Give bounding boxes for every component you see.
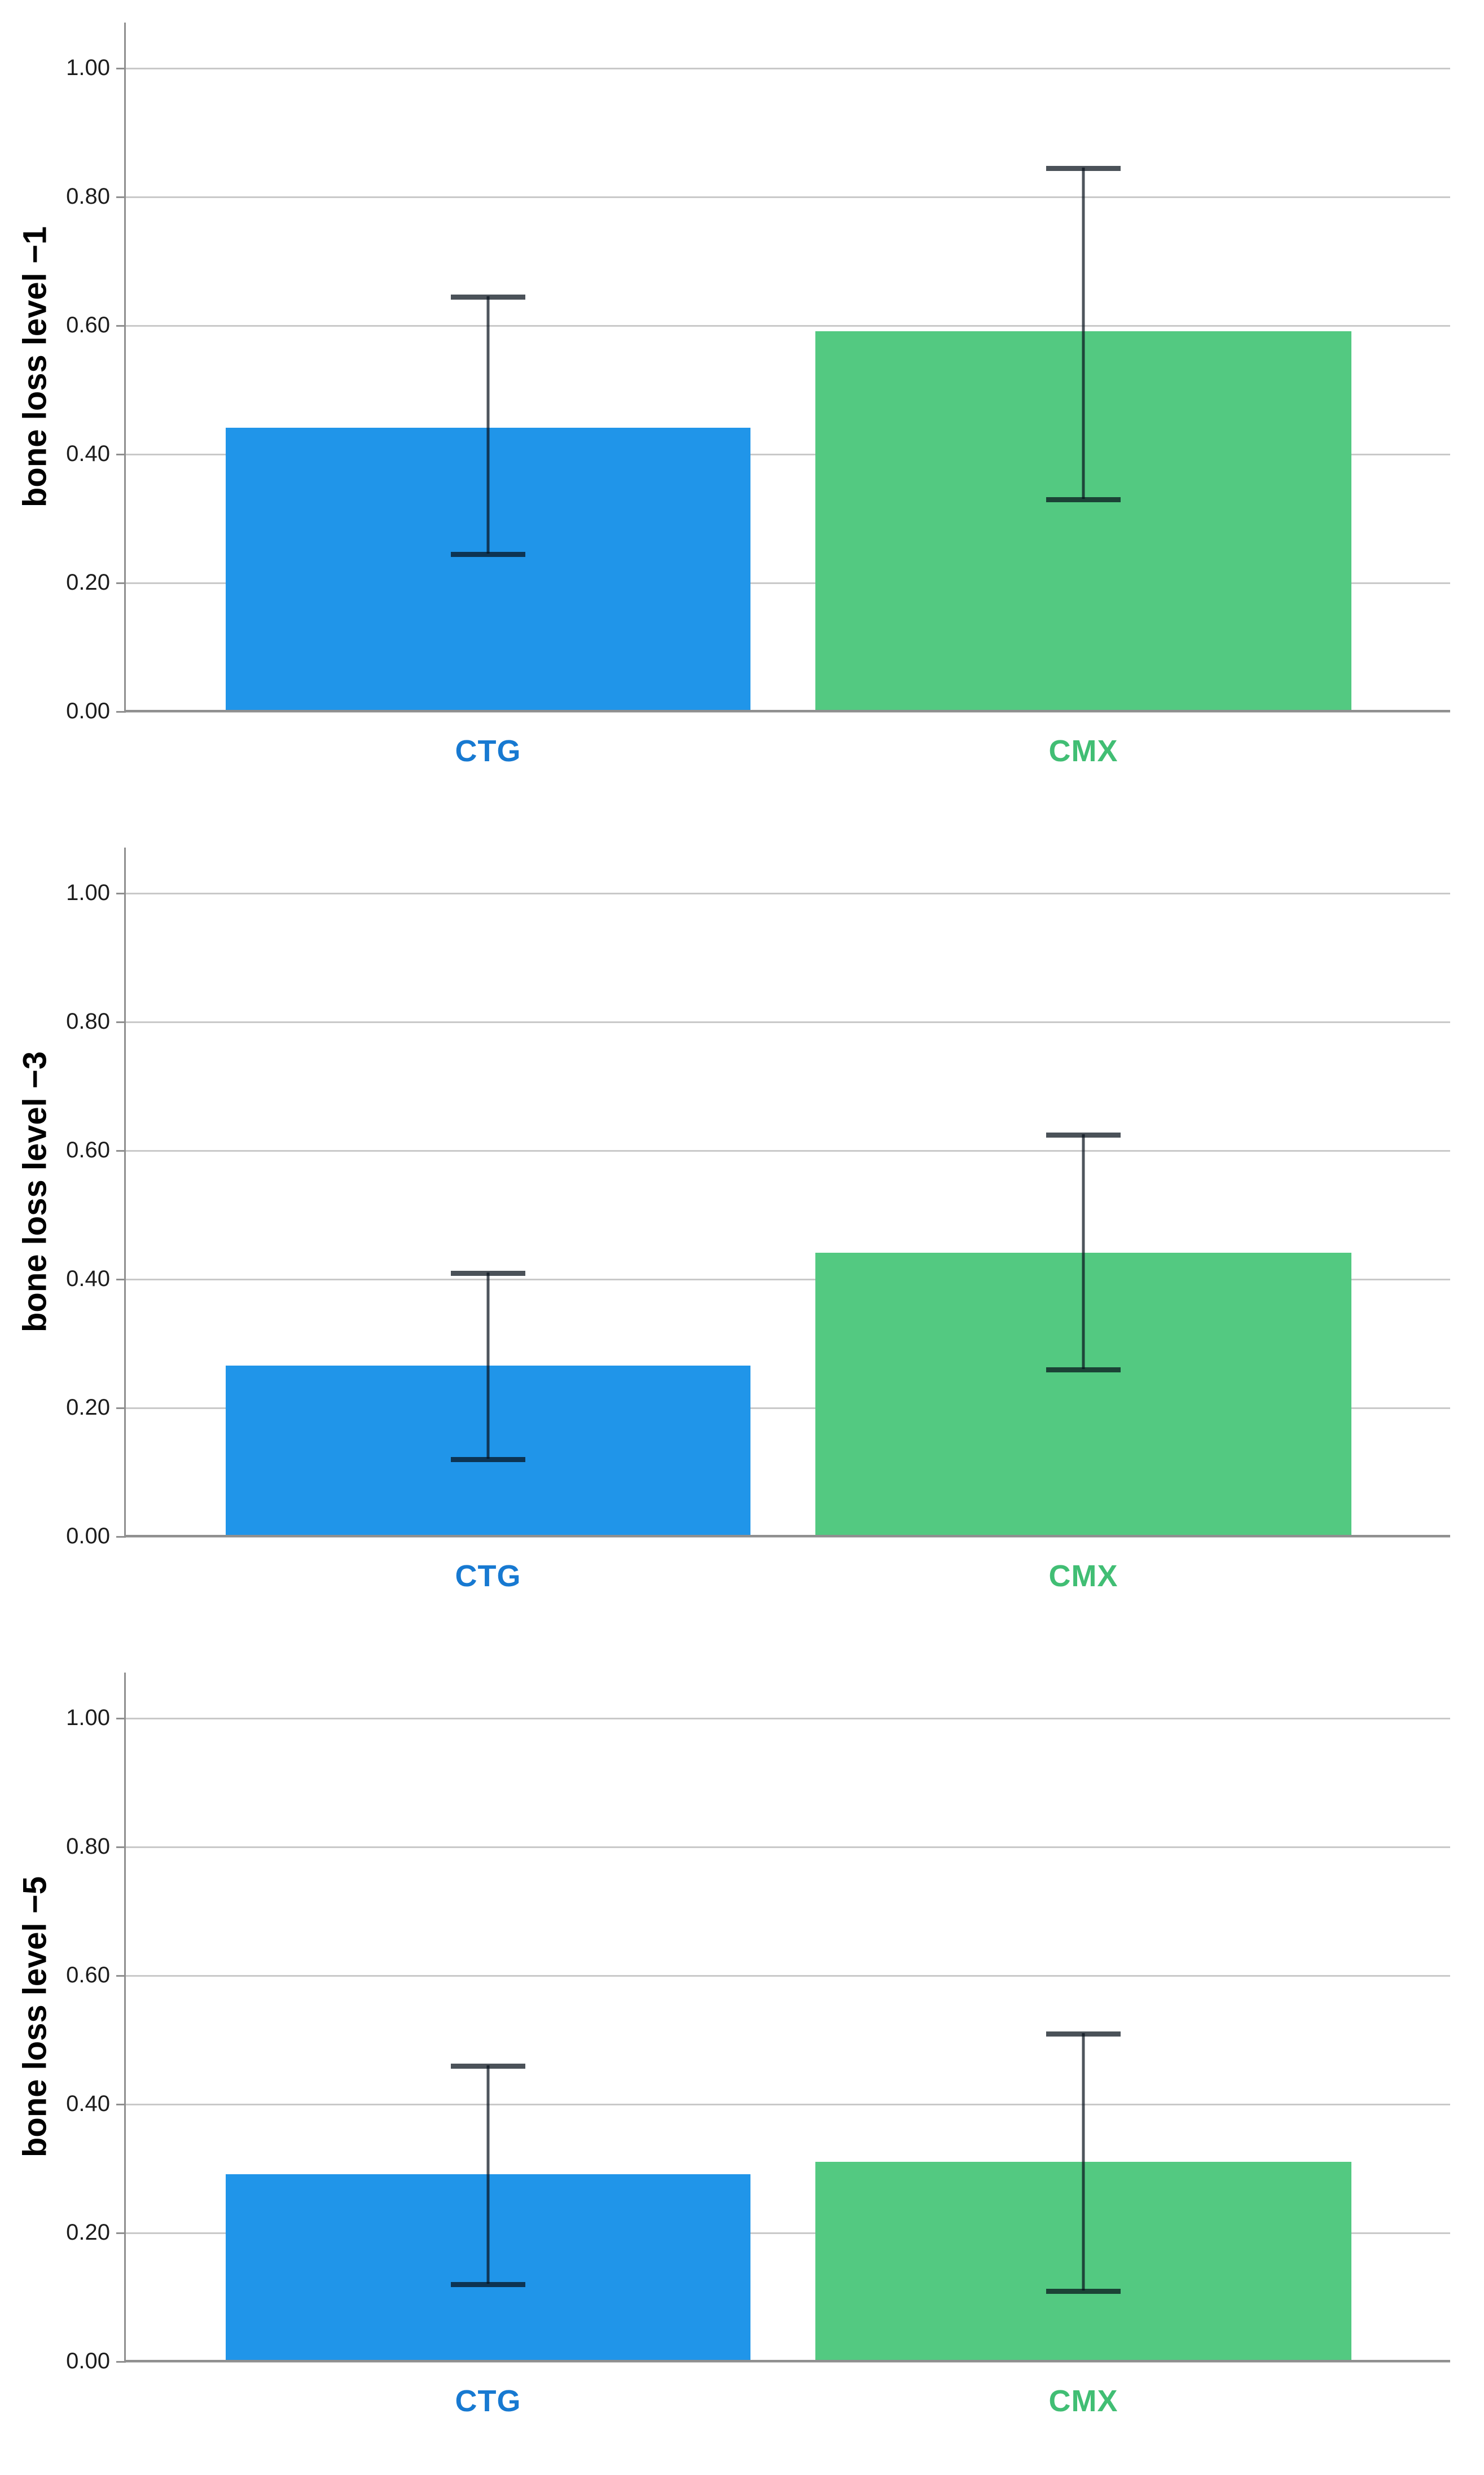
error-bar-cap-bottom-ctg — [451, 551, 525, 557]
axis-tick — [116, 711, 124, 713]
chart-panel-3: bone loss level −5 0.00 0.20 0.40 0.60 0.80 1.… — [0, 1650, 1484, 2475]
y-tick-label: 0.40 — [66, 1266, 110, 1291]
error-bar-cap-bottom-ctg — [451, 2282, 525, 2288]
axis-tick — [116, 1021, 124, 1023]
error-bar-whisker-cmx — [1082, 1134, 1085, 1369]
gridline — [124, 2104, 1450, 2105]
y-tick-label: 0.20 — [66, 570, 110, 595]
category-label-ctg: CTG — [455, 734, 521, 768]
gridline — [124, 1407, 1450, 1409]
axis-tick — [116, 325, 124, 327]
y-tick-label: 0.40 — [66, 441, 110, 466]
gridline — [124, 1279, 1450, 1280]
y-tick-label: 1.00 — [66, 880, 110, 905]
error-bar-cap-top-cmx — [1046, 1132, 1121, 1138]
axis-tick — [116, 2361, 124, 2363]
axis-tick — [116, 1718, 124, 1719]
gridline — [124, 1021, 1450, 1023]
category-label-cmx: CMX — [1048, 1559, 1118, 1593]
gridline — [124, 1150, 1450, 1152]
error-bar-cap-top-ctg — [451, 294, 525, 300]
axis-tick — [116, 1975, 124, 1977]
x-axis-line — [124, 1535, 1450, 1537]
axis-tick — [116, 582, 124, 584]
error-bar-cap-bottom-cmx — [1046, 2288, 1121, 2294]
y-tick-label: 0.00 — [66, 1524, 110, 1548]
y-tick-label: 0.60 — [66, 1138, 110, 1162]
category-label-ctg: CTG — [455, 1559, 521, 1593]
error-bar-cap-top-cmx — [1046, 2031, 1121, 2037]
chart-panel-2: bone loss level −3 0.00 0.20 0.40 0.60 0.80 1.… — [0, 825, 1484, 1650]
category-label-cmx: CMX — [1048, 734, 1118, 768]
error-bar-whisker-ctg — [486, 296, 490, 554]
error-bar-cap-bottom-cmx — [1046, 1367, 1121, 1372]
plot-area — [124, 1673, 1450, 2363]
axis-tick — [116, 68, 124, 69]
chart-panel-1: bone loss level −1 0.00 0.20 0.40 0.60 0.80 1.… — [0, 0, 1484, 825]
y-tick-label: 0.00 — [66, 699, 110, 723]
error-bar-cap-top-cmx — [1046, 165, 1121, 171]
gridline — [124, 1975, 1450, 1977]
y-tick-label: 0.80 — [66, 184, 110, 209]
error-bar-cap-bottom-ctg — [451, 1457, 525, 1463]
y-tick-label: 0.20 — [66, 1395, 110, 1420]
gridline — [124, 893, 1450, 894]
axis-tick — [116, 2232, 124, 2234]
gridline — [124, 325, 1450, 327]
y-tick-label: 0.80 — [66, 1834, 110, 1859]
axis-tick — [116, 893, 124, 894]
axis-tick — [116, 1279, 124, 1280]
gridline — [124, 2232, 1450, 2234]
error-bar-whisker-ctg — [486, 2065, 490, 2284]
error-bar-whisker-cmx — [1082, 167, 1085, 499]
axis-tick — [116, 1846, 124, 1848]
axis-tick — [116, 2104, 124, 2105]
error-bar-whisker-ctg — [486, 1272, 490, 1459]
category-label-cmx: CMX — [1048, 2384, 1118, 2418]
x-axis-line — [124, 2360, 1450, 2362]
gridline — [124, 68, 1450, 69]
gridline — [124, 454, 1450, 455]
x-axis-line — [124, 710, 1450, 712]
y-axis-line — [124, 848, 126, 1538]
y-tick-label: 0.80 — [66, 1009, 110, 1034]
y-tick-label: 0.60 — [66, 313, 110, 337]
y-tick-label: 0.60 — [66, 1963, 110, 1987]
axis-tick — [116, 454, 124, 455]
gridline — [124, 196, 1450, 198]
y-tick-label: 1.00 — [66, 55, 110, 80]
plot-area — [124, 848, 1450, 1538]
y-tick-label: 0.40 — [66, 2091, 110, 2116]
axis-tick — [116, 196, 124, 198]
gridline — [124, 1846, 1450, 1848]
category-label-ctg: CTG — [455, 2384, 521, 2418]
gridline — [124, 582, 1450, 584]
y-tick-label: 0.00 — [66, 2349, 110, 2373]
error-bar-whisker-cmx — [1082, 2033, 1085, 2290]
error-bar-cap-bottom-cmx — [1046, 497, 1121, 502]
y-axis-line — [124, 23, 126, 713]
axis-tick — [116, 1150, 124, 1152]
y-tick-label: 1.00 — [66, 1705, 110, 1730]
axis-tick — [116, 1536, 124, 1538]
axis-tick — [116, 1407, 124, 1409]
y-tick-label: 0.20 — [66, 2220, 110, 2245]
gridline — [124, 1718, 1450, 1719]
plot-area — [124, 23, 1450, 713]
error-bar-cap-top-ctg — [451, 1270, 525, 1276]
error-bar-cap-top-ctg — [451, 2063, 525, 2069]
y-axis-line — [124, 1673, 126, 2363]
